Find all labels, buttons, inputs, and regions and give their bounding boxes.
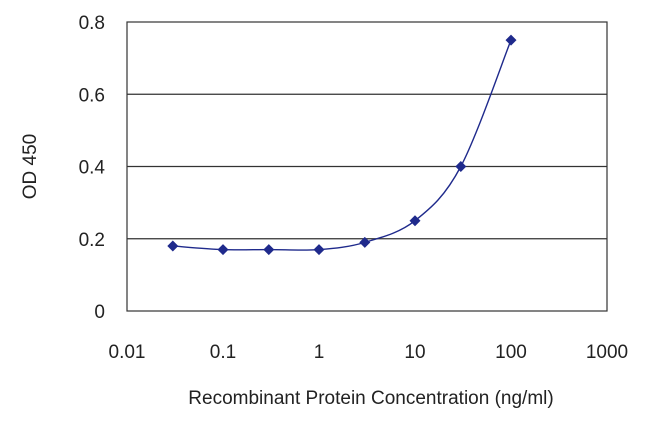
data-point [217,244,229,256]
data-point [409,215,421,227]
x-axis-title: Recombinant Protein Concentration (ng/ml… [188,388,553,409]
x-tick-label: 1 [314,342,325,363]
data-point [313,244,325,256]
data-point [167,240,179,252]
plot-area [126,21,608,312]
x-axis-ticks: 0.01 0.1 1 10 100 1000 [109,342,629,363]
series-line [172,39,512,251]
y-axis-title: OD 450 [20,134,41,199]
x-tick-label: 1000 [586,342,628,363]
y-tick-label: 0.2 [79,230,105,251]
y-axis-ticks: 0 0.2 0.4 0.6 0.8 [79,13,106,323]
y-tick-label: 0.8 [79,13,105,34]
data-point [359,236,371,248]
data-point [505,34,517,46]
x-tick-label: 100 [495,342,527,363]
y-tick-label: 0.6 [79,85,105,106]
x-tick-label: 0.1 [210,342,236,363]
x-tick-label: 0.01 [109,342,146,363]
grid-lines [127,93,607,240]
y-tick-label: 0 [94,302,105,323]
y-tick-label: 0.4 [79,158,106,179]
x-tick-label: 10 [404,342,425,363]
data-point [455,161,467,172]
data-point [263,244,275,256]
series-markers [167,34,517,256]
